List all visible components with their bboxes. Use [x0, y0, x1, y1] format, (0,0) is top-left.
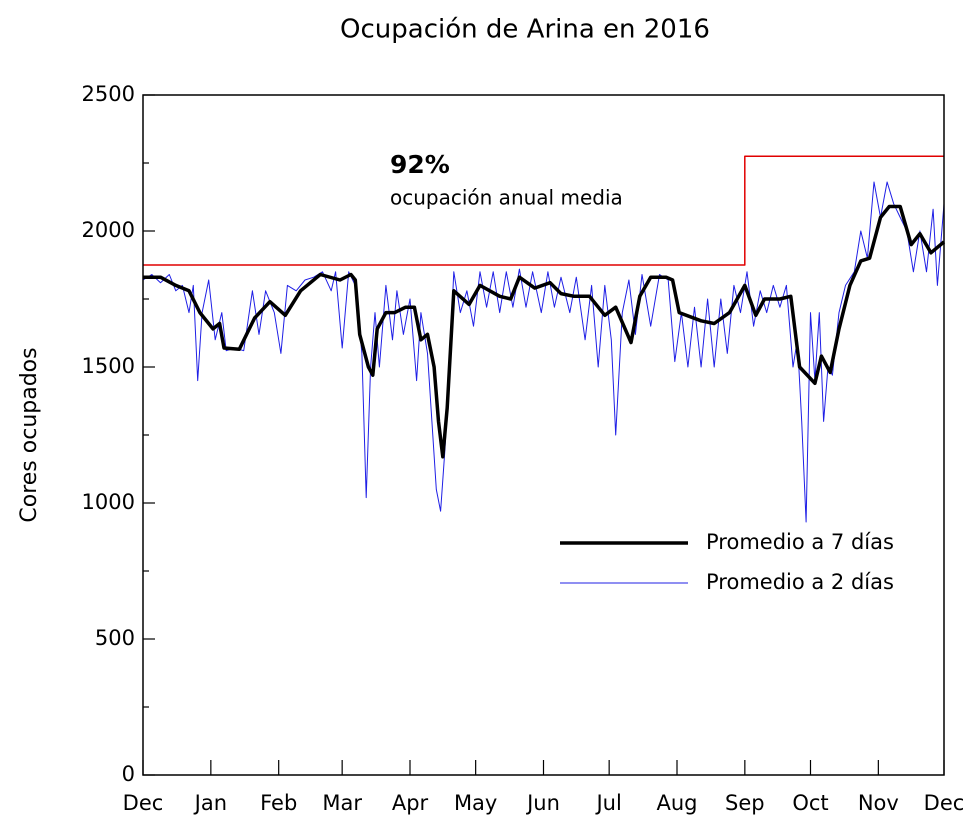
chart-title: Ocupación de Arina en 2016 — [340, 15, 710, 45]
annotation: ocupación anual media — [390, 186, 623, 210]
x-tick-label: Nov — [858, 791, 899, 815]
plot-frame — [142, 94, 945, 776]
x-tick-label: May — [454, 791, 497, 815]
x-tick-label: Jun — [525, 791, 560, 815]
legend-label: Promedio a 7 días — [706, 530, 894, 554]
annotation: 92% — [390, 150, 450, 179]
x-tick-label: Jul — [594, 791, 621, 815]
y-tick-label: 2000 — [82, 218, 135, 242]
y-tick-label: 2500 — [82, 82, 135, 106]
capacity-line — [143, 155, 944, 266]
x-tick-label: Apr — [392, 791, 429, 815]
y-tick-label: 1500 — [82, 354, 135, 378]
x-tick-label: Mar — [322, 791, 362, 815]
data-line — [143, 204, 946, 459]
y-axis-label: Cores ocupados — [17, 347, 42, 522]
x-tick-label: Dec — [924, 791, 965, 815]
data-line — [142, 181, 945, 523]
y-tick-label: 1000 — [82, 490, 135, 514]
x-tick-label: Jan — [193, 791, 227, 815]
y-tick-label: 500 — [95, 626, 135, 650]
x-tick-label: Dec — [123, 791, 164, 815]
x-tick-label: Feb — [260, 791, 297, 815]
x-tick-label: Oct — [792, 791, 828, 815]
legend-label: Promedio a 2 días — [706, 570, 894, 594]
x-tick-label: Sep — [725, 791, 765, 815]
y-tick-label: 0 — [122, 762, 135, 786]
x-tick-label: Aug — [656, 791, 697, 815]
